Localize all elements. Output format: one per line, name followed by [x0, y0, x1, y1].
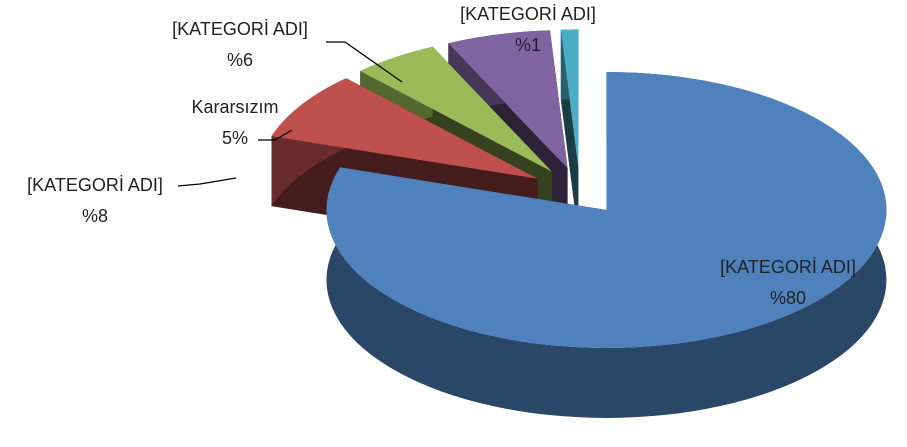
slice: [560, 29, 579, 238]
slice-top: [326, 71, 887, 348]
slice-top: [360, 46, 552, 172]
value-label: %1: [515, 35, 541, 55]
category-label: [KATEGORİ ADI]: [27, 175, 163, 195]
pie: [271, 29, 887, 418]
category-label: Kararsızım: [191, 97, 278, 117]
category-label: [KATEGORİ ADI]: [720, 257, 856, 277]
value-label: 5%: [222, 128, 248, 148]
slice: [326, 71, 887, 418]
leader-line: [258, 129, 293, 141]
value-label: %80: [770, 288, 806, 308]
value-label: %6: [227, 50, 253, 70]
leader-line: [326, 41, 403, 83]
slice-top: [271, 78, 538, 179]
category-label: [KATEGORİ ADI]: [172, 19, 308, 39]
category-label: [KATEGORİ ADI]: [460, 4, 596, 24]
leader-line: [177, 177, 237, 187]
slice-top: [448, 30, 568, 169]
labels: [KATEGORİ ADI] %80 [KATEGORİ ADI] %8 Kararsı…: [27, 4, 856, 308]
slice-top: [560, 29, 579, 168]
value-label: %8: [82, 206, 108, 226]
